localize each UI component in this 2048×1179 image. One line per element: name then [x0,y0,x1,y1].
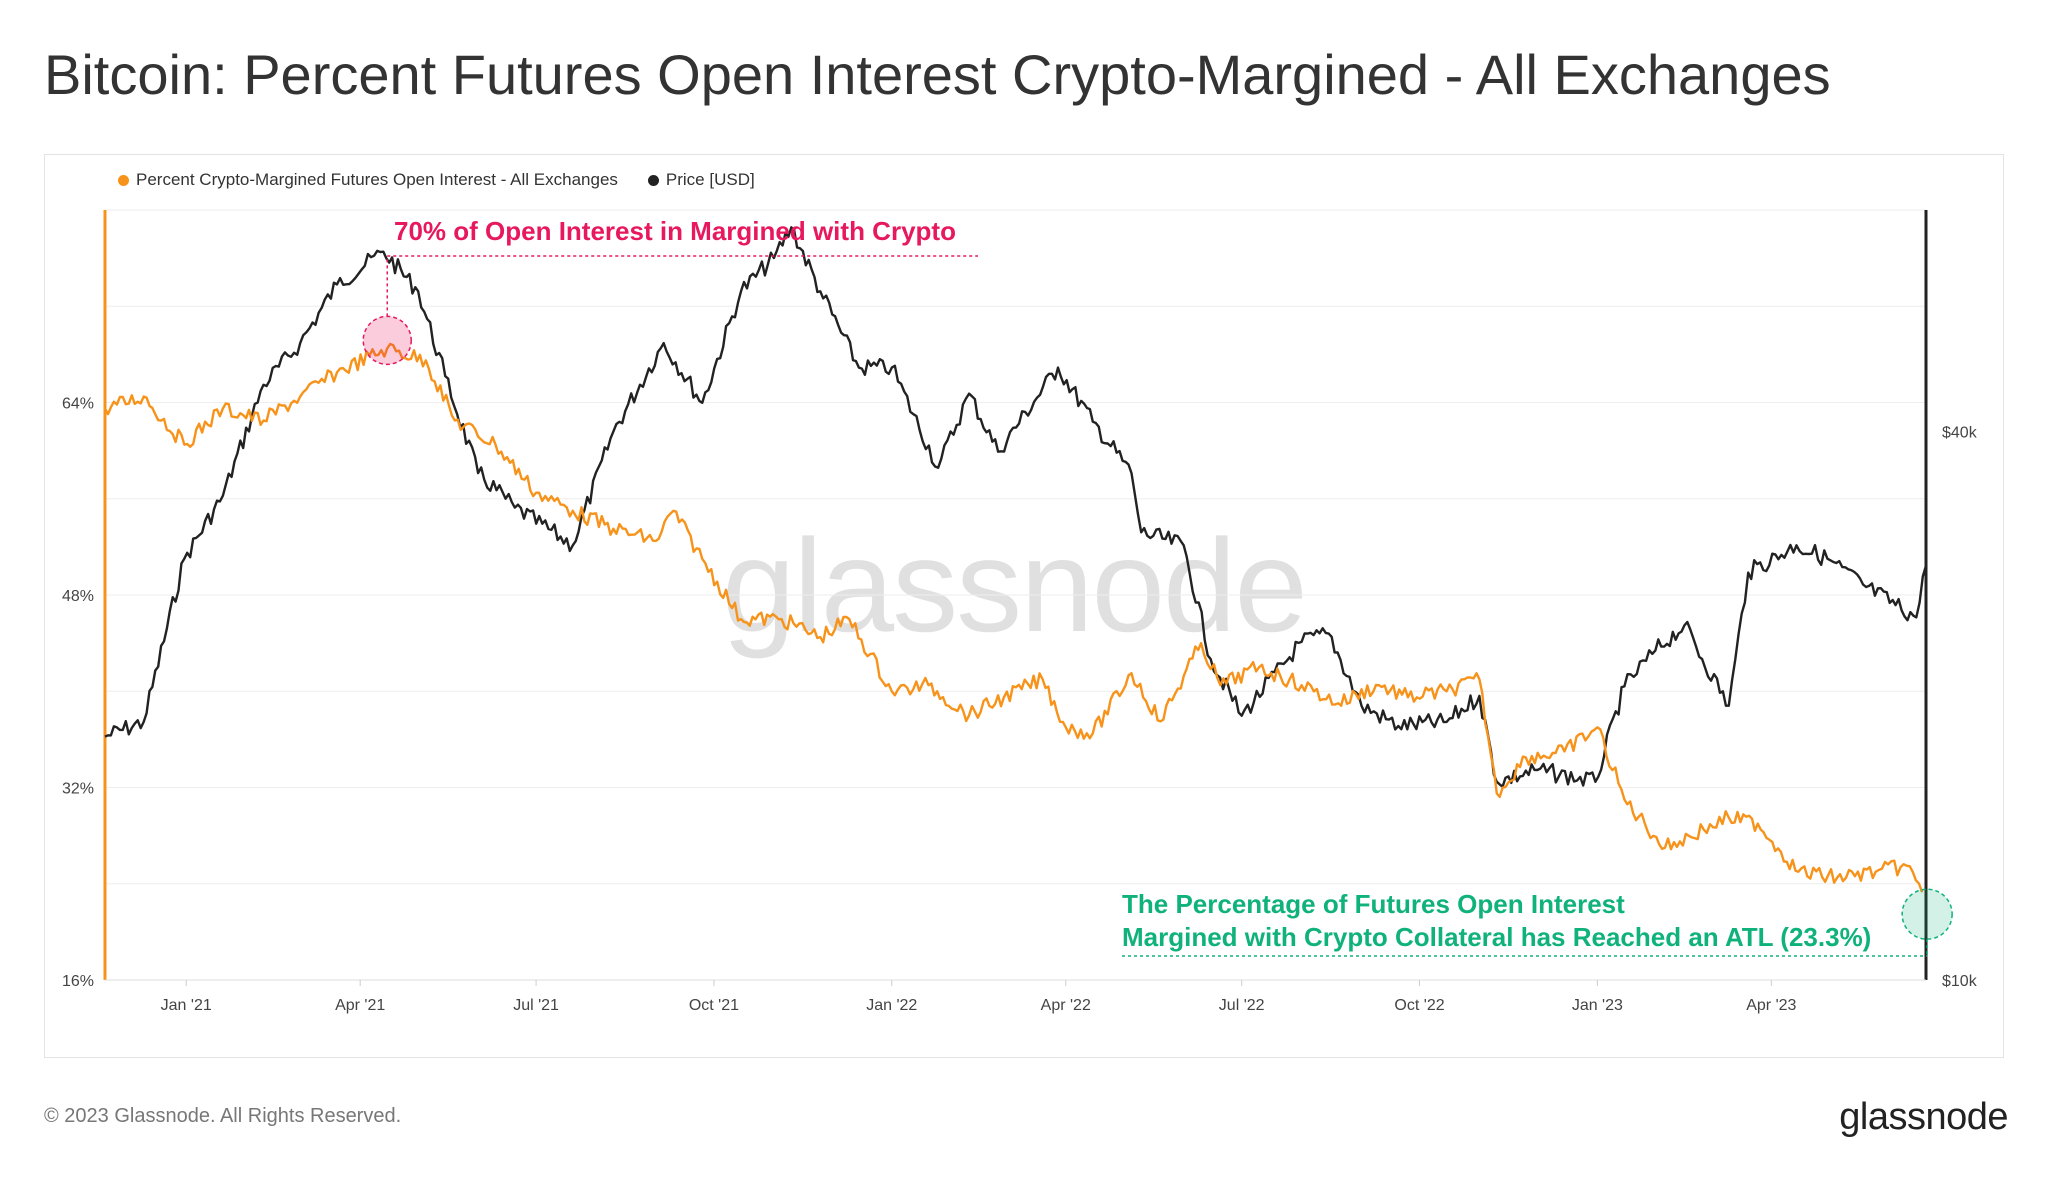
series-price-line [104,226,1928,788]
y-left-tick-1: 32% [62,781,94,798]
x-tick-9: Apr '23 [1746,997,1796,1014]
x-tick-8: Jan '23 [1572,997,1623,1014]
legend-dot-oi [118,174,129,186]
watermark-text: glassnode [722,512,1308,659]
annotation-peak-circle [362,315,412,366]
chart-frame [44,154,2004,1058]
x-tick-2: Jul '21 [513,997,559,1014]
legend-item-oi[interactable]: Percent Crypto-Margined Futures Open Int… [118,170,618,190]
y-right-tick-1: $40k [1942,424,1978,441]
legend: Percent Crypto-Margined Futures Open Int… [118,170,755,190]
legend-item-price[interactable]: Price [USD] [647,170,755,190]
x-tick-4: Jan '22 [866,997,917,1014]
y-left-tick-0: 16% [62,973,94,990]
annotation-atl-line-1: The Percentage of Futures Open Interest [1122,889,1625,919]
x-tick-3: Oct '21 [689,997,739,1014]
x-tick-1: Apr '21 [335,997,385,1014]
x-tick-6: Jul '22 [1219,997,1265,1014]
footer-copyright: © 2023 Glassnode. All Rights Reserved. [44,1105,402,1127]
annotation-peak-label: 70% of Open Interest in Margined with Cr… [394,216,956,246]
legend-label-oi: Percent Crypto-Margined Futures Open Int… [136,170,618,189]
annotation-atl-circle [1901,888,1953,940]
series-oi-line [103,342,1924,893]
y-right-tick-0: $10k [1942,973,1978,990]
glassnode-logo: glassnode [1839,1096,2008,1138]
annotation-atl-line-2: Margined with Crypto Collateral has Reac… [1122,922,1872,952]
legend-label-price: Price [USD] [665,170,755,189]
page-title: Bitcoin: Percent Futures Open Interest C… [44,43,1831,106]
annotation-atl-label: The Percentage of Futures Open Interest … [1122,888,1871,954]
y-left-tick-3: 64% [62,396,94,413]
x-tick-7: Oct '22 [1394,997,1444,1014]
x-tick-0: Jan '21 [161,997,212,1014]
legend-dot-price [647,174,659,186]
x-tick-5: Apr '22 [1041,997,1091,1014]
y-left-tick-2: 48% [62,588,94,605]
